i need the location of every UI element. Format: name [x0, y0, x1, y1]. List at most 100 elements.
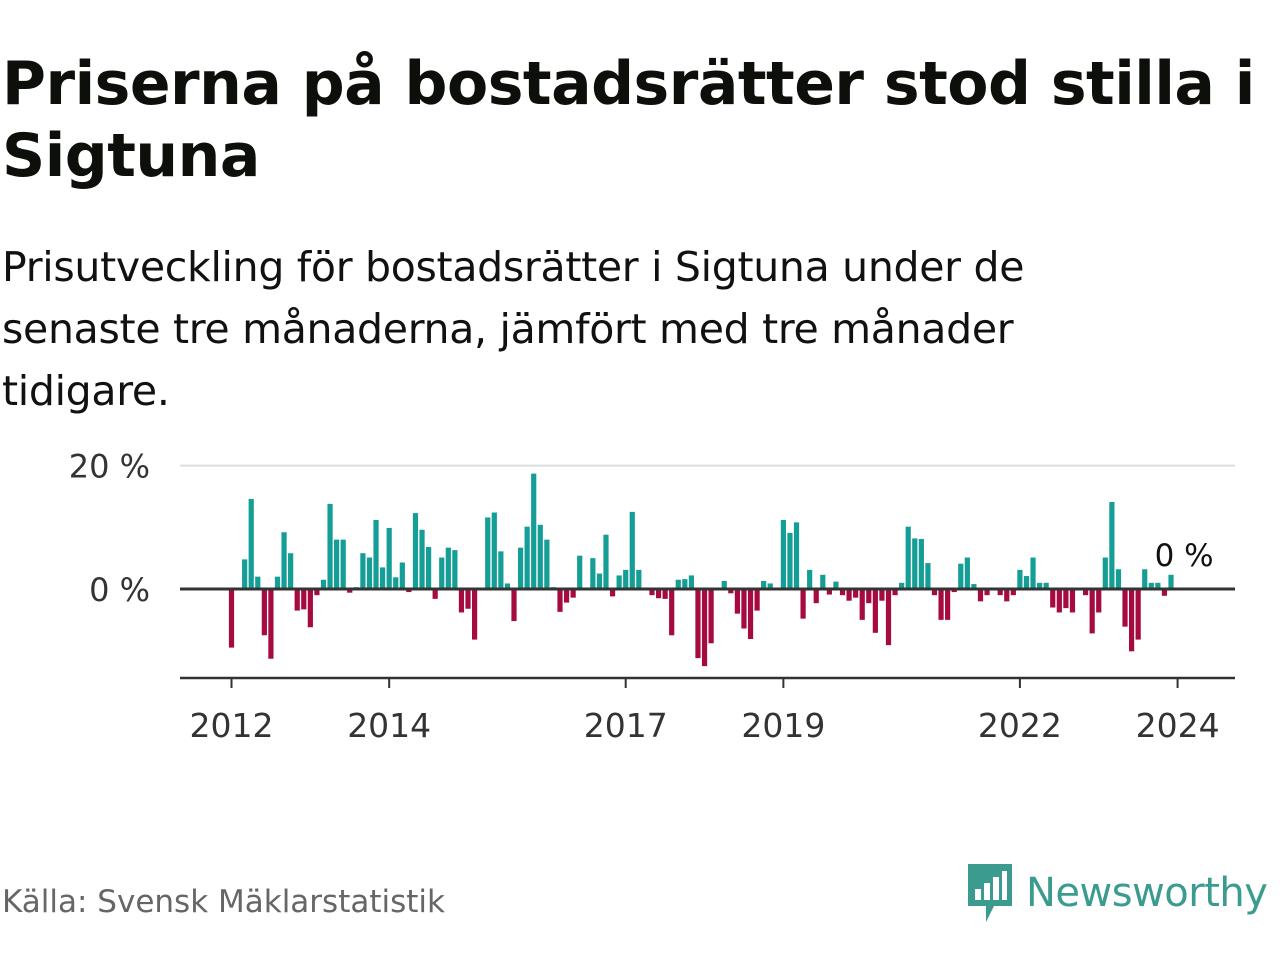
bar — [327, 503, 333, 589]
x-tick-label: 2024 — [1136, 706, 1220, 745]
bar — [1023, 576, 1030, 589]
chart-title: Priserna på bostadsrätter stod stilla i … — [2, 49, 1255, 191]
bar — [1096, 589, 1102, 613]
x-tick-label: 2012 — [190, 706, 274, 745]
bar — [1148, 582, 1154, 589]
bar — [380, 567, 386, 589]
bar — [866, 589, 872, 604]
bar — [1109, 502, 1115, 589]
bar — [609, 589, 616, 597]
bar — [945, 589, 951, 620]
bar — [675, 579, 681, 589]
bar — [905, 526, 911, 589]
last-value-label: 0 % — [1155, 538, 1214, 574]
bar — [793, 522, 800, 589]
bar — [1010, 589, 1016, 596]
bar — [242, 559, 248, 589]
bar — [399, 562, 405, 589]
bar — [767, 583, 773, 589]
bar — [531, 473, 537, 589]
bar — [228, 589, 235, 648]
bar — [1142, 569, 1148, 589]
bar — [1155, 582, 1161, 589]
bar — [958, 563, 964, 589]
bar — [577, 555, 583, 589]
bar — [787, 532, 793, 589]
bar — [997, 589, 1003, 596]
newsworthy-logo: Newsworthy — [964, 862, 1268, 924]
bar — [393, 577, 399, 589]
bar — [360, 553, 366, 589]
bar — [419, 529, 425, 589]
bar — [820, 574, 826, 589]
bar — [537, 524, 543, 589]
bar — [1122, 589, 1128, 627]
bar — [872, 589, 878, 633]
bar — [1063, 589, 1069, 609]
bar — [1161, 589, 1168, 596]
bar — [570, 589, 576, 598]
bar — [1089, 589, 1095, 634]
bar — [616, 575, 622, 589]
x-tick-label: 2019 — [741, 706, 825, 745]
bar — [563, 589, 570, 603]
bar — [432, 589, 438, 599]
bar — [662, 589, 668, 599]
bar — [1135, 589, 1141, 640]
bar — [261, 589, 267, 636]
bar — [1069, 589, 1076, 613]
bar — [320, 579, 327, 589]
bar — [288, 553, 294, 589]
bar — [800, 589, 806, 619]
bar — [458, 589, 465, 613]
bar — [912, 538, 918, 589]
bar — [1017, 569, 1023, 589]
bar — [281, 532, 287, 589]
bar — [517, 547, 524, 589]
bar — [471, 589, 478, 640]
bar — [544, 539, 550, 589]
bar — [636, 569, 642, 589]
bar — [839, 589, 846, 596]
bar — [596, 573, 603, 589]
bar — [695, 589, 701, 659]
bar — [1004, 589, 1010, 602]
bar — [846, 589, 852, 601]
bar — [340, 539, 346, 589]
bar — [1115, 569, 1122, 589]
bar — [826, 589, 832, 595]
bar — [307, 589, 313, 628]
bar — [1050, 589, 1056, 608]
bar — [951, 589, 957, 593]
bar — [780, 519, 786, 589]
bar — [977, 589, 984, 602]
bar — [728, 589, 734, 594]
bar — [984, 589, 990, 596]
bar-chart: 0 % 20 % 2012 2014 2017 2019 2022 2024 0 % — [69, 448, 1235, 745]
bar — [1056, 589, 1062, 613]
bar — [373, 519, 379, 589]
bar — [504, 583, 511, 589]
bar — [274, 576, 281, 589]
bar — [754, 589, 760, 611]
bar — [248, 498, 254, 589]
bar — [761, 580, 767, 589]
bar — [498, 551, 504, 589]
source-note: Källa: Svensk Mäklarstatistik — [2, 884, 445, 920]
bar — [931, 589, 938, 596]
x-tick-label: 2022 — [978, 706, 1062, 745]
bar — [524, 526, 530, 589]
bar — [1168, 574, 1174, 589]
bar — [1037, 582, 1043, 589]
bar — [629, 511, 635, 590]
bar — [721, 580, 727, 589]
bar — [511, 589, 517, 622]
bar — [833, 581, 839, 589]
bar — [741, 589, 747, 629]
bar — [465, 589, 471, 609]
bar — [1083, 589, 1089, 596]
x-tick-label: 2014 — [347, 706, 431, 745]
bar — [892, 589, 898, 596]
bar — [964, 557, 970, 589]
bar — [623, 569, 629, 589]
